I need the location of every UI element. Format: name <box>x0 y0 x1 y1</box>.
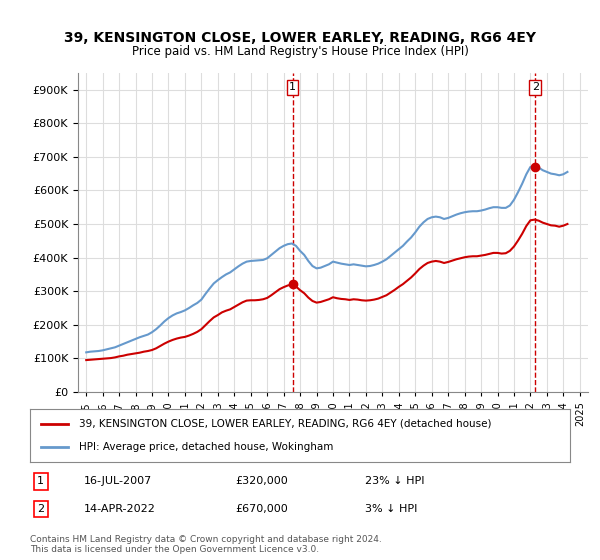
Text: Price paid vs. HM Land Registry's House Price Index (HPI): Price paid vs. HM Land Registry's House … <box>131 45 469 58</box>
Text: £670,000: £670,000 <box>235 504 288 514</box>
Text: 39, KENSINGTON CLOSE, LOWER EARLEY, READING, RG6 4EY: 39, KENSINGTON CLOSE, LOWER EARLEY, READ… <box>64 31 536 45</box>
Text: 3% ↓ HPI: 3% ↓ HPI <box>365 504 417 514</box>
Text: £320,000: £320,000 <box>235 476 288 486</box>
Text: 2: 2 <box>37 504 44 514</box>
Text: HPI: Average price, detached house, Wokingham: HPI: Average price, detached house, Woki… <box>79 442 333 452</box>
Text: 23% ↓ HPI: 23% ↓ HPI <box>365 476 424 486</box>
Text: 14-APR-2022: 14-APR-2022 <box>84 504 156 514</box>
Text: 2: 2 <box>532 82 539 92</box>
Text: 1: 1 <box>289 82 296 92</box>
Text: 16-JUL-2007: 16-JUL-2007 <box>84 476 152 486</box>
Text: 1: 1 <box>37 476 44 486</box>
Text: 39, KENSINGTON CLOSE, LOWER EARLEY, READING, RG6 4EY (detached house): 39, KENSINGTON CLOSE, LOWER EARLEY, READ… <box>79 419 491 429</box>
Text: Contains HM Land Registry data © Crown copyright and database right 2024.
This d: Contains HM Land Registry data © Crown c… <box>30 535 382 554</box>
